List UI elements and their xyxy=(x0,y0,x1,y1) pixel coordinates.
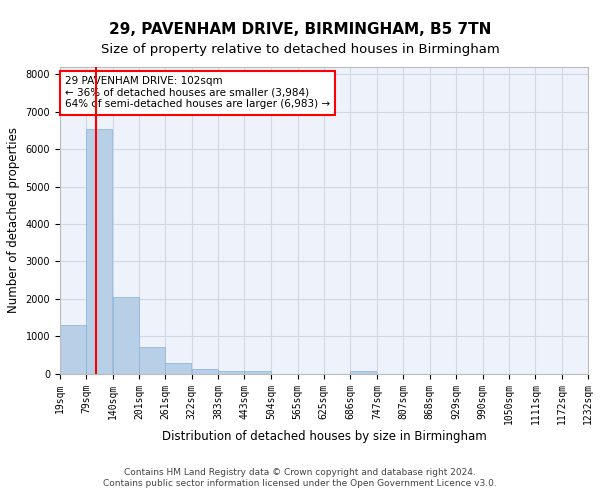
Text: Contains HM Land Registry data © Crown copyright and database right 2024.
Contai: Contains HM Land Registry data © Crown c… xyxy=(103,468,497,487)
Bar xyxy=(244,371,271,374)
Text: 29 PAVENHAM DRIVE: 102sqm
← 36% of detached houses are smaller (3,984)
64% of se: 29 PAVENHAM DRIVE: 102sqm ← 36% of detac… xyxy=(65,76,330,110)
Bar xyxy=(192,369,218,374)
Bar xyxy=(113,297,139,374)
Text: Size of property relative to detached houses in Birmingham: Size of property relative to detached ho… xyxy=(101,42,499,56)
Bar xyxy=(350,370,376,374)
Bar xyxy=(139,348,165,374)
X-axis label: Distribution of detached houses by size in Birmingham: Distribution of detached houses by size … xyxy=(161,430,487,443)
Bar xyxy=(86,128,112,374)
Text: 29, PAVENHAM DRIVE, BIRMINGHAM, B5 7TN: 29, PAVENHAM DRIVE, BIRMINGHAM, B5 7TN xyxy=(109,22,491,38)
Bar xyxy=(165,363,191,374)
Y-axis label: Number of detached properties: Number of detached properties xyxy=(7,128,20,314)
Bar xyxy=(218,370,244,374)
Bar xyxy=(60,325,86,374)
